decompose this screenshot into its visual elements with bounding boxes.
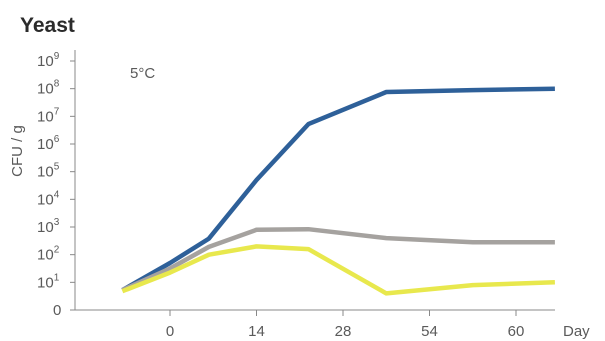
x-axis-label: Day [563,323,590,340]
x-ticks: 0 14 28 54 60 [166,310,525,340]
series-line-2 [121,226,555,293]
y-tick-label: 103 [37,217,60,236]
y-tick-label: 105 [37,162,60,181]
y-tick-label: 107 [37,106,60,125]
y-ticks: 0 101 102 103 104 105 106 107 108 109 [37,51,75,319]
x-tick-label: 14 [248,323,265,340]
y-tick-label: 102 [37,245,60,264]
y-tick-label: 104 [37,189,60,208]
y-tick-label: 101 [37,272,60,291]
y-axis-label: CFU / g [9,125,26,177]
x-tick-label: 54 [421,323,438,340]
chart-title: Yeast [20,14,75,37]
x-tick-label: 60 [508,323,525,340]
series-line-1 [121,86,555,293]
y-tick-label: 106 [37,134,60,153]
y-tick-label: 0 [53,302,61,319]
x-tick-label: 0 [166,323,174,340]
x-tick-label: 28 [335,323,352,340]
series-line-3 [121,244,555,296]
series-lines [121,86,555,296]
temperature-annotation: 5°C [130,65,155,82]
y-tick-label: 109 [37,51,60,70]
y-tick-label: 108 [37,79,60,98]
